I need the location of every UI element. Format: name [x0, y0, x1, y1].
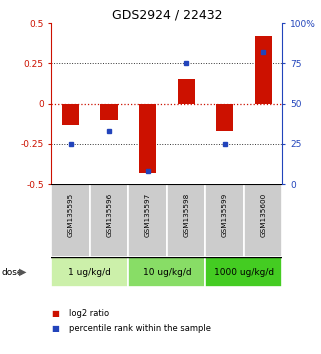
- Bar: [216, 104, 233, 131]
- Text: log2 ratio: log2 ratio: [69, 309, 109, 318]
- Bar: [51, 184, 90, 257]
- Title: GDS2924 / 22432: GDS2924 / 22432: [112, 9, 222, 22]
- Text: GSM135595: GSM135595: [68, 193, 74, 237]
- Text: GSM135597: GSM135597: [145, 193, 151, 237]
- Bar: [205, 257, 282, 287]
- Bar: [178, 79, 195, 104]
- Text: GSM135599: GSM135599: [222, 193, 228, 237]
- Text: GSM135596: GSM135596: [106, 193, 112, 237]
- Text: dose: dose: [2, 268, 23, 276]
- Text: ■: ■: [51, 324, 59, 333]
- Bar: [90, 184, 128, 257]
- Bar: [205, 184, 244, 257]
- Text: 1000 ug/kg/d: 1000 ug/kg/d: [214, 268, 274, 276]
- Bar: [128, 184, 167, 257]
- Bar: [255, 36, 272, 104]
- Text: GSM135600: GSM135600: [260, 193, 266, 237]
- Text: GSM135598: GSM135598: [183, 193, 189, 237]
- Text: ■: ■: [51, 309, 59, 318]
- Bar: [167, 184, 205, 257]
- Bar: [100, 104, 118, 120]
- Text: 10 ug/kg/d: 10 ug/kg/d: [143, 268, 191, 276]
- Text: 1 ug/kg/d: 1 ug/kg/d: [68, 268, 111, 276]
- Bar: [139, 104, 156, 173]
- Bar: [244, 184, 282, 257]
- Bar: [62, 104, 79, 125]
- Text: ▶: ▶: [19, 267, 27, 277]
- Text: percentile rank within the sample: percentile rank within the sample: [69, 324, 211, 333]
- Bar: [51, 257, 128, 287]
- Bar: [128, 257, 205, 287]
